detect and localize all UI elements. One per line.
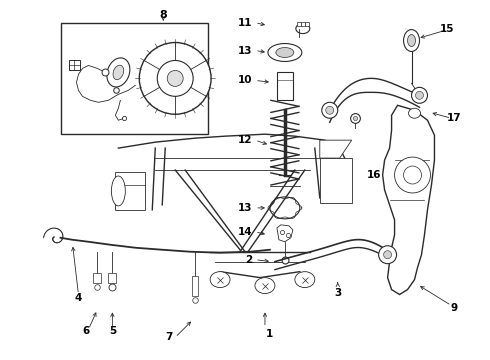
Ellipse shape (408, 35, 416, 46)
Text: 12: 12 (238, 135, 252, 145)
Circle shape (394, 157, 431, 193)
Bar (69, 60, 80, 71)
Bar (277, 72, 293, 100)
Text: 14: 14 (237, 227, 252, 237)
Circle shape (412, 87, 427, 103)
Text: 6: 6 (83, 327, 90, 336)
Text: 13: 13 (238, 45, 252, 55)
Polygon shape (383, 105, 435, 294)
Ellipse shape (268, 44, 302, 62)
Circle shape (379, 246, 396, 264)
Ellipse shape (107, 58, 130, 87)
Polygon shape (94, 273, 101, 283)
Text: 1: 1 (266, 329, 273, 339)
Text: 10: 10 (238, 75, 252, 85)
Circle shape (167, 71, 183, 86)
Ellipse shape (113, 65, 123, 80)
Ellipse shape (270, 197, 300, 219)
Text: 7: 7 (165, 332, 172, 342)
Bar (61, 23, 208, 134)
Text: 11: 11 (238, 18, 252, 28)
Bar (115, 172, 145, 210)
Circle shape (384, 251, 392, 259)
Text: 9: 9 (451, 302, 458, 312)
Text: 17: 17 (447, 113, 462, 123)
Ellipse shape (111, 176, 125, 206)
Ellipse shape (210, 272, 230, 288)
Text: 16: 16 (367, 170, 382, 180)
Text: 15: 15 (440, 24, 455, 33)
Polygon shape (192, 276, 198, 296)
Polygon shape (277, 225, 293, 242)
Ellipse shape (295, 272, 315, 288)
Ellipse shape (409, 108, 420, 118)
Polygon shape (320, 140, 352, 158)
Ellipse shape (276, 48, 294, 58)
Circle shape (416, 91, 423, 99)
Circle shape (326, 106, 334, 114)
Text: 13: 13 (238, 203, 252, 213)
Circle shape (157, 60, 193, 96)
Ellipse shape (296, 24, 310, 33)
Circle shape (404, 166, 421, 184)
Ellipse shape (255, 278, 275, 293)
Text: 4: 4 (75, 293, 82, 302)
Text: 2: 2 (245, 255, 252, 265)
Text: 5: 5 (109, 327, 116, 336)
Circle shape (322, 102, 338, 118)
Ellipse shape (404, 30, 419, 51)
Text: 8: 8 (159, 10, 167, 20)
Bar (320, 158, 352, 203)
Text: 3: 3 (334, 288, 342, 298)
Polygon shape (108, 273, 116, 283)
Circle shape (139, 42, 211, 114)
